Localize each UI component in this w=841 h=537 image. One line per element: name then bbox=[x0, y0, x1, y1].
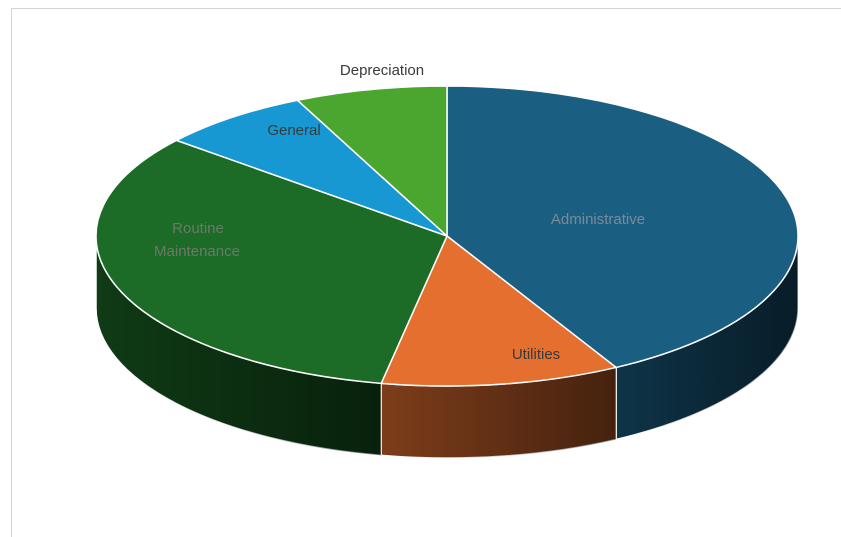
slice-administrative bbox=[446, 85, 799, 369]
pie-side-walls bbox=[95, 235, 799, 459]
label-general: General bbox=[267, 122, 320, 139]
pie-top-slices bbox=[95, 85, 799, 387]
slice-depreciation bbox=[296, 85, 448, 237]
label-depreciation: Depreciation bbox=[340, 62, 424, 79]
label-administrative: Administrative bbox=[551, 211, 645, 228]
slice-routine-maintenance bbox=[95, 139, 448, 385]
label-utilities: Utilities bbox=[512, 346, 560, 363]
slice-general bbox=[175, 99, 448, 237]
slice-labels: Administrative Utilities Routine Mainten… bbox=[154, 62, 645, 363]
wall-shade-administrative bbox=[616, 236, 798, 440]
label-routine-maintenance-line2: Maintenance bbox=[154, 243, 240, 260]
wall-shade-routine-maintenance bbox=[96, 236, 382, 456]
slice-utilities bbox=[380, 235, 617, 387]
label-routine-maintenance-line1: Routine bbox=[172, 220, 224, 237]
wall-shade-utilities bbox=[381, 367, 617, 458]
